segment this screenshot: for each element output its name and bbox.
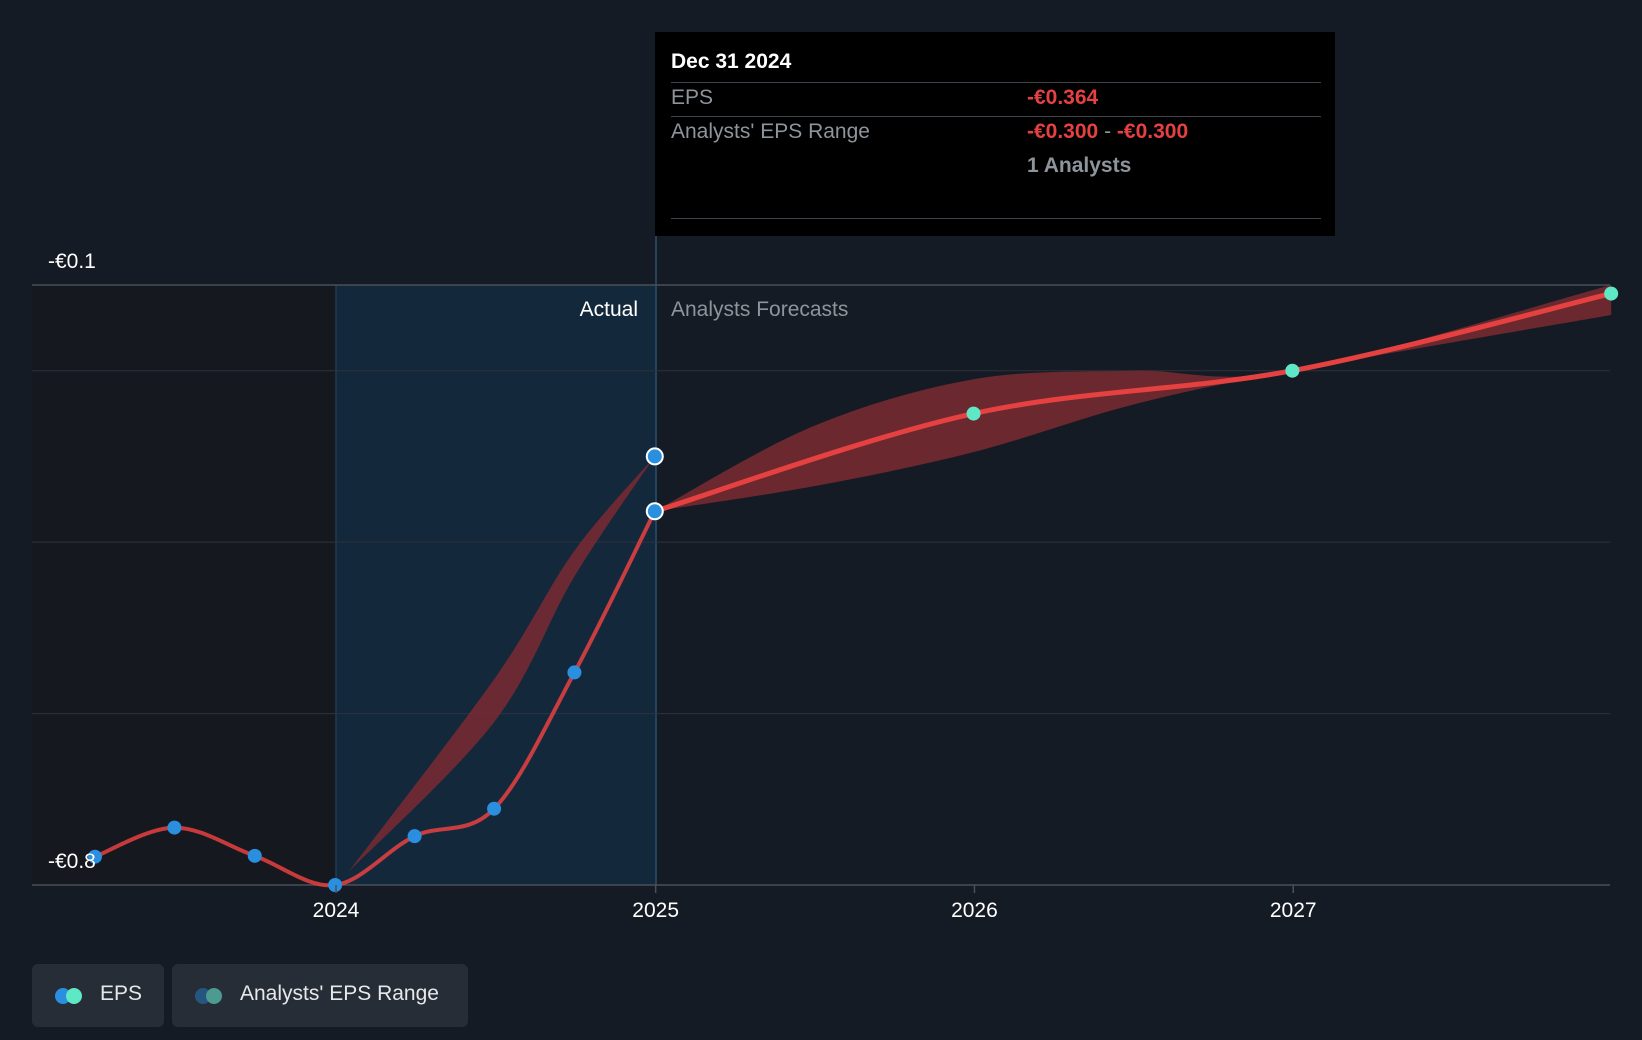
eps-forecast-line: [652, 291, 1614, 514]
eps-points: [87, 286, 1619, 892]
eps-actual-point: [645, 502, 664, 521]
x-tick-label: 2027: [1270, 899, 1317, 922]
eps-actual-point: [487, 801, 502, 816]
legend-eps-label: EPS: [100, 982, 143, 1005]
legend-range[interactable]: Analysts' EPS Range: [172, 964, 468, 1027]
eps-forecast-point: [1604, 286, 1619, 301]
tooltip-range-separator: -: [1104, 120, 1112, 143]
eps-actual-point: [247, 848, 262, 863]
actual-label: Actual: [580, 298, 638, 321]
forecast-label: Analysts Forecasts: [671, 298, 848, 321]
tooltip-range-high: -€0.300: [1116, 120, 1189, 143]
past-region: [32, 285, 336, 885]
legend-range-dot-forecast: [206, 988, 222, 1004]
tooltip-eps-value: -€0.364: [1027, 86, 1099, 109]
eps-range-band: [654, 285, 1612, 512]
x-tick-label: 2024: [313, 899, 360, 922]
y-tick-label: -€0.1: [48, 250, 96, 273]
x-tick-label: 2025: [632, 899, 679, 922]
legend-eps[interactable]: EPS: [32, 964, 164, 1027]
eps-actual-point: [407, 829, 422, 844]
eps-actual-point: [328, 878, 343, 892]
range-bands: [348, 285, 1612, 873]
eps-range-band: [348, 456, 655, 873]
eps-actual-point: [87, 849, 102, 864]
axis-ticks: -€0.1 -€0.8 2024 2025 2026 2027: [48, 250, 1317, 922]
tooltip-range-label: Analysts' EPS Range: [671, 120, 870, 143]
grid-lines: [32, 284, 1610, 886]
tooltip-range-value: -€0.300 - -€0.300: [1027, 120, 1188, 144]
tooltip-eps-label: EPS: [671, 86, 714, 109]
y-tick-label: -€0.8: [48, 850, 96, 873]
tooltip-date: Dec 31 2024: [671, 50, 792, 73]
tooltip-range-low: -€0.300: [1027, 120, 1099, 143]
tooltip-divider: [671, 218, 1321, 219]
tooltip-divider: [671, 82, 1321, 83]
legend-range-label: Analysts' EPS Range: [240, 982, 439, 1005]
eps-forecast-point: [966, 406, 981, 421]
eps-forecast-point: [1285, 363, 1300, 378]
tooltip-analyst-count: 1 Analysts: [1027, 154, 1132, 177]
x-tick-label: 2026: [951, 899, 998, 922]
actual-region: [336, 285, 656, 885]
tooltip-divider: [671, 116, 1321, 117]
legend-eps-dot-forecast: [66, 988, 82, 1004]
eps-tooltip: Dec 31 2024 EPS -€0.364 Analysts' EPS Ra…: [655, 32, 1335, 236]
range-highlight-point: [645, 447, 664, 466]
eps-actual-point: [167, 820, 182, 835]
eps-actual-point: [567, 665, 582, 680]
